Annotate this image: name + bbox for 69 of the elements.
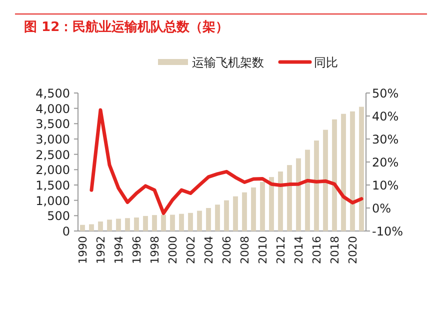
x-tick-label: 2020 xyxy=(346,236,360,264)
x-tick-label: 2002 xyxy=(184,236,198,264)
bar xyxy=(215,204,220,231)
bar xyxy=(188,212,193,231)
y-tick-label: 1,000 xyxy=(36,194,70,208)
bar xyxy=(251,187,256,231)
y2-tick-label: 30% xyxy=(372,132,399,146)
bar xyxy=(125,218,130,231)
y-tick-label: 4,000 xyxy=(36,102,70,116)
x-tick-label: 2000 xyxy=(166,236,180,264)
x-tick-label: 2016 xyxy=(310,236,324,264)
bar xyxy=(197,210,202,231)
bar xyxy=(152,215,157,231)
x-tick-label: 1994 xyxy=(112,236,126,264)
bar xyxy=(89,224,94,231)
y-tick-label: 3,500 xyxy=(36,117,70,132)
y2-tick-label: 20% xyxy=(372,156,399,170)
y-tick-label: 2,000 xyxy=(36,163,70,178)
bar xyxy=(98,221,103,231)
y2-tick-label: 40% xyxy=(372,110,399,124)
bar xyxy=(80,224,85,231)
y-tick-label: 4,500 xyxy=(36,86,70,100)
x-tick-label: 1996 xyxy=(130,236,144,264)
bar xyxy=(143,216,148,231)
bar xyxy=(314,140,319,231)
bar xyxy=(260,182,265,231)
y-tick-label: 2,500 xyxy=(36,148,70,162)
bar xyxy=(107,220,112,231)
y2-tick-label: -10% xyxy=(372,224,404,238)
x-tick-label: 1992 xyxy=(94,236,108,264)
bar xyxy=(206,208,211,231)
bar xyxy=(350,111,355,231)
legend-label: 同比 xyxy=(314,56,338,70)
bar xyxy=(323,130,328,231)
bar xyxy=(179,214,184,231)
bar xyxy=(332,119,337,231)
bar xyxy=(242,192,247,231)
y-tick-label: 1,500 xyxy=(36,178,70,192)
x-tick-label: 2006 xyxy=(220,236,234,264)
bar xyxy=(161,214,166,231)
x-tick-label: 1990 xyxy=(76,236,90,264)
line-series xyxy=(90,108,364,216)
bar xyxy=(287,165,292,231)
bar xyxy=(296,158,301,231)
x-tick-label: 2008 xyxy=(238,236,252,264)
x-tick-label: 2014 xyxy=(292,236,306,264)
y-tick-label: 0 xyxy=(62,224,70,238)
x-tick-label: 2010 xyxy=(256,236,270,264)
bar xyxy=(224,200,229,231)
y-tick-label: 500 xyxy=(47,209,70,224)
x-tick-label: 2018 xyxy=(328,236,342,264)
bar xyxy=(341,114,346,231)
bar xyxy=(170,214,175,231)
legend-label: 运输飞机架数 xyxy=(192,56,264,70)
bar xyxy=(134,218,139,231)
y2-tick-label: 10% xyxy=(372,178,399,192)
y2-tick-label: 0% xyxy=(372,202,392,216)
bar xyxy=(233,196,238,231)
x-tick-label: 2004 xyxy=(202,236,216,264)
x-tick-label: 2012 xyxy=(274,236,288,264)
x-tick-label: 1998 xyxy=(148,236,162,264)
bar xyxy=(305,150,310,231)
bar xyxy=(359,106,364,231)
y2-tick-label: 50% xyxy=(372,86,399,100)
bar xyxy=(116,218,121,231)
bar xyxy=(269,177,274,231)
chart-title: 图 12：民航业运输机队总数（架） xyxy=(24,19,229,35)
bar xyxy=(278,172,283,231)
y-tick-label: 3,000 xyxy=(36,132,70,146)
